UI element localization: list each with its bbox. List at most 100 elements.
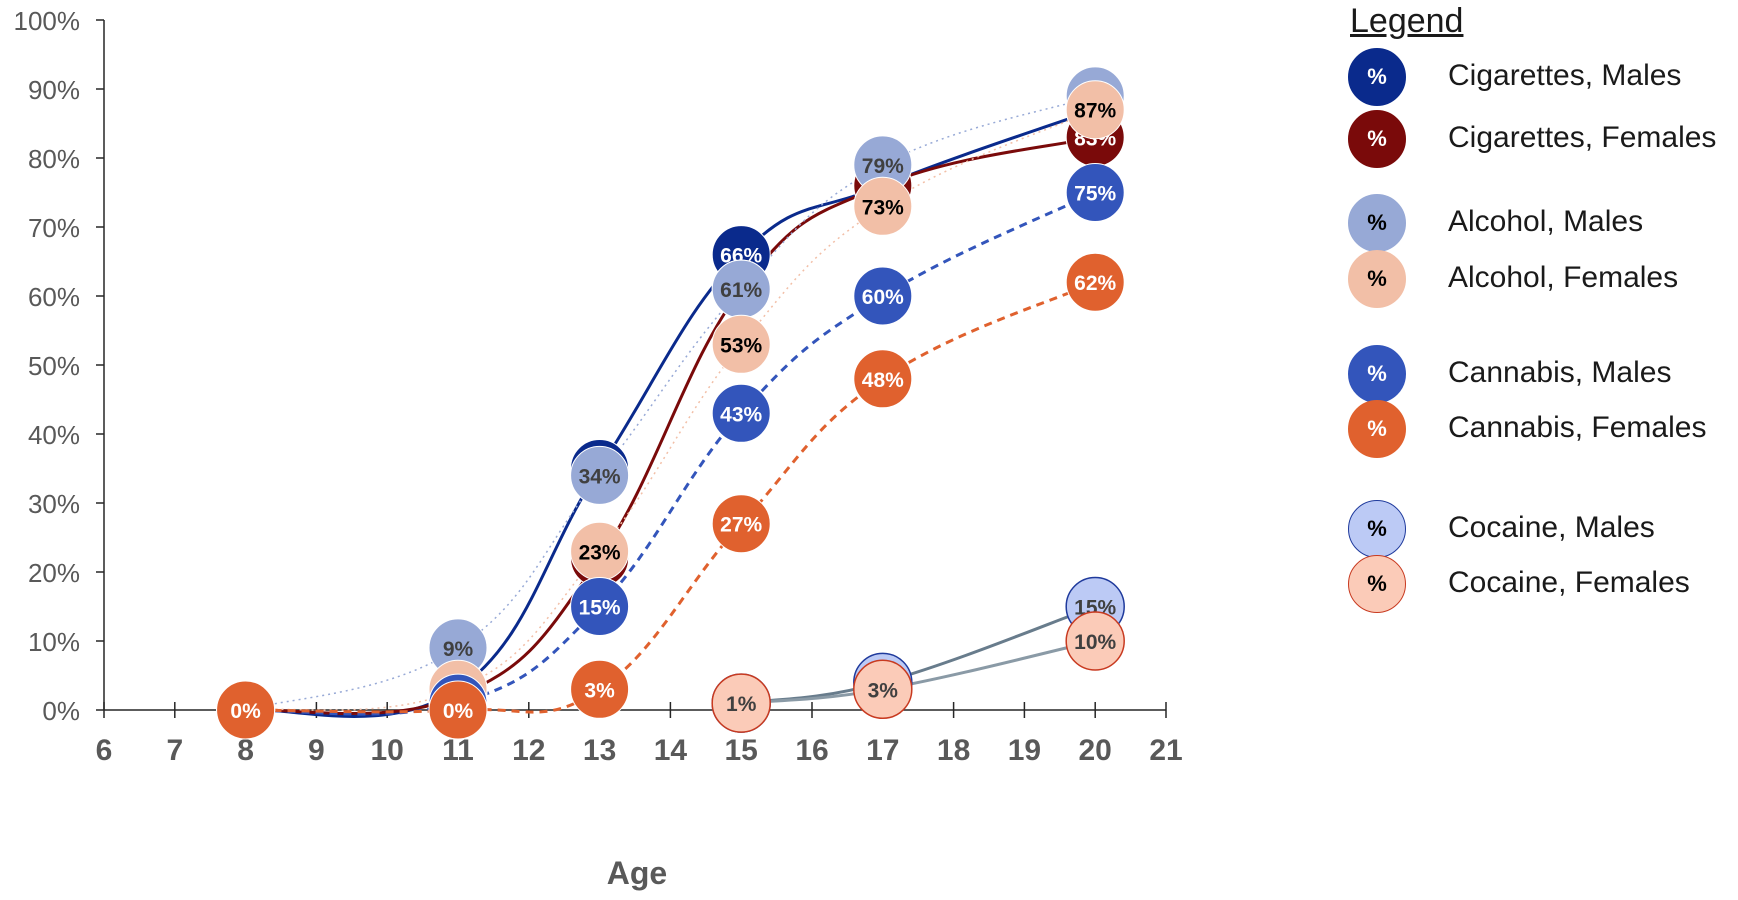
- legend-label: Alcohol, Males: [1448, 205, 1644, 238]
- x-tick-label: 10: [371, 734, 404, 767]
- y-tick-label: 100%: [14, 6, 81, 36]
- data-point: 43%: [711, 383, 771, 443]
- y-tick-label: 40%: [28, 420, 80, 450]
- data-point-marker: [853, 266, 913, 326]
- data-label: 0%: [443, 700, 474, 723]
- data-point-marker: [711, 383, 771, 443]
- legend-swatch: %: [1348, 400, 1406, 458]
- legend-title: Legend: [1350, 2, 1464, 40]
- x-tick-label: 20: [1079, 734, 1112, 767]
- data-label: 23%: [579, 541, 621, 564]
- data-point: 3%: [570, 659, 630, 719]
- legend-item: % Cocaine, Males: [1348, 500, 1738, 560]
- series-line: [245, 108, 1096, 718]
- x-tick-label: 12: [512, 734, 545, 767]
- y-tick-label: 30%: [28, 489, 80, 519]
- legend-label: Cigarettes, Males: [1448, 59, 1682, 92]
- data-label: 75%: [1074, 183, 1116, 206]
- series-lines: [245, 95, 1096, 718]
- legend-swatch: %: [1348, 250, 1406, 308]
- legend-label: Cocaine, Females: [1448, 566, 1690, 599]
- legend-swatch: %: [1348, 345, 1406, 403]
- data-label: 9%: [443, 638, 474, 661]
- legend-item: % Cannabis, Females: [1348, 400, 1738, 460]
- legend-item: % Cigarettes, Females: [1348, 110, 1738, 170]
- x-tick-label: 13: [583, 734, 616, 767]
- legend-label: Cannabis, Females: [1448, 411, 1707, 444]
- data-point-marker: [428, 680, 488, 740]
- data-point-marker: [570, 659, 630, 719]
- data-point-marker: [1065, 611, 1125, 671]
- data-point-marker: [853, 349, 913, 409]
- data-point-marker: [216, 680, 276, 740]
- x-tick-label: 9: [308, 734, 325, 767]
- series-markers: 0%3%35%66%76%87%0%2%22%61%76%83%0%9%34%6…: [216, 66, 1125, 740]
- x-tick-label: 19: [1008, 734, 1041, 767]
- data-point: 3%: [853, 659, 913, 720]
- data-label: 53%: [720, 334, 762, 357]
- x-tick-label: 14: [654, 734, 688, 767]
- data-point: 0%: [216, 680, 276, 740]
- legend-swatch: %: [1348, 500, 1406, 558]
- data-point: 34%: [570, 445, 630, 505]
- data-point-marker: [570, 577, 630, 636]
- data-label: 0%: [230, 700, 261, 723]
- y-tick-label: 50%: [28, 351, 80, 381]
- series-line: [245, 191, 1096, 716]
- data-label: 61%: [720, 279, 762, 302]
- data-label: 3%: [868, 679, 899, 702]
- data-label: 27%: [720, 514, 762, 537]
- y-tick-label: 10%: [28, 627, 80, 657]
- y-tick-label: 90%: [28, 75, 80, 105]
- axes: 0% 10% 20% 30% 40% 50% 60% 70% 80% 90% 100% 6 7 8 9 10 1…: [14, 6, 1183, 767]
- data-label: 48%: [862, 369, 904, 392]
- data-point-marker: [853, 659, 913, 720]
- data-point-marker: [1065, 252, 1125, 312]
- data-point: 0%: [428, 680, 488, 740]
- data-label: 10%: [1074, 631, 1116, 654]
- data-label: 15%: [579, 597, 621, 620]
- legend-swatch: %: [1348, 48, 1406, 106]
- data-point: 62%: [1065, 252, 1125, 312]
- legend-label: Cocaine, Males: [1448, 511, 1655, 544]
- y-tick-label: 80%: [28, 144, 80, 174]
- data-point-marker: [1065, 80, 1125, 140]
- data-point: 61%: [711, 259, 771, 319]
- x-tick-label: 17: [866, 734, 899, 767]
- legend-item: % Alcohol, Females: [1348, 250, 1738, 310]
- data-point: 15%: [570, 577, 630, 636]
- data-point-marker: [1065, 163, 1125, 222]
- data-label: 34%: [579, 465, 621, 488]
- data-label: 1%: [726, 693, 757, 716]
- y-tick-label: 70%: [28, 213, 80, 243]
- legend-label: Cannabis, Males: [1448, 356, 1672, 389]
- data-point: 79%: [853, 135, 913, 195]
- data-point-marker: [711, 494, 771, 554]
- series-line: [245, 109, 1096, 711]
- x-tick-label: 6: [96, 734, 113, 767]
- data-point: 10%: [1065, 611, 1125, 671]
- legend-swatch: %: [1348, 110, 1406, 168]
- data-point-marker: [570, 445, 630, 505]
- y-tick-label: 0%: [42, 696, 80, 726]
- legend-swatch: %: [1348, 194, 1406, 252]
- legend: Legend % Cigarettes, Males % Cigarettes, Fe…: [1340, 0, 1738, 700]
- series-line: [245, 135, 1096, 716]
- legend-item: % Cannabis, Males: [1348, 345, 1738, 405]
- x-tick-label: 18: [937, 734, 970, 767]
- legend-item: % Alcohol, Males: [1348, 194, 1738, 254]
- data-point: 87%: [1065, 80, 1125, 140]
- series-line: [245, 280, 1096, 714]
- y-tick-label: 20%: [28, 558, 80, 588]
- data-point: 60%: [853, 266, 913, 326]
- data-point: 48%: [853, 349, 913, 409]
- legend-swatch: %: [1348, 555, 1406, 613]
- data-label: 79%: [862, 155, 904, 178]
- data-point: 1%: [711, 673, 771, 733]
- legend-label: Alcohol, Females: [1448, 261, 1679, 294]
- x-axis-label: Age: [607, 855, 667, 891]
- x-tick-label: 16: [795, 734, 828, 767]
- x-tick-label: 8: [237, 734, 254, 767]
- data-point-marker: [853, 176, 913, 236]
- data-point: 27%: [711, 494, 771, 554]
